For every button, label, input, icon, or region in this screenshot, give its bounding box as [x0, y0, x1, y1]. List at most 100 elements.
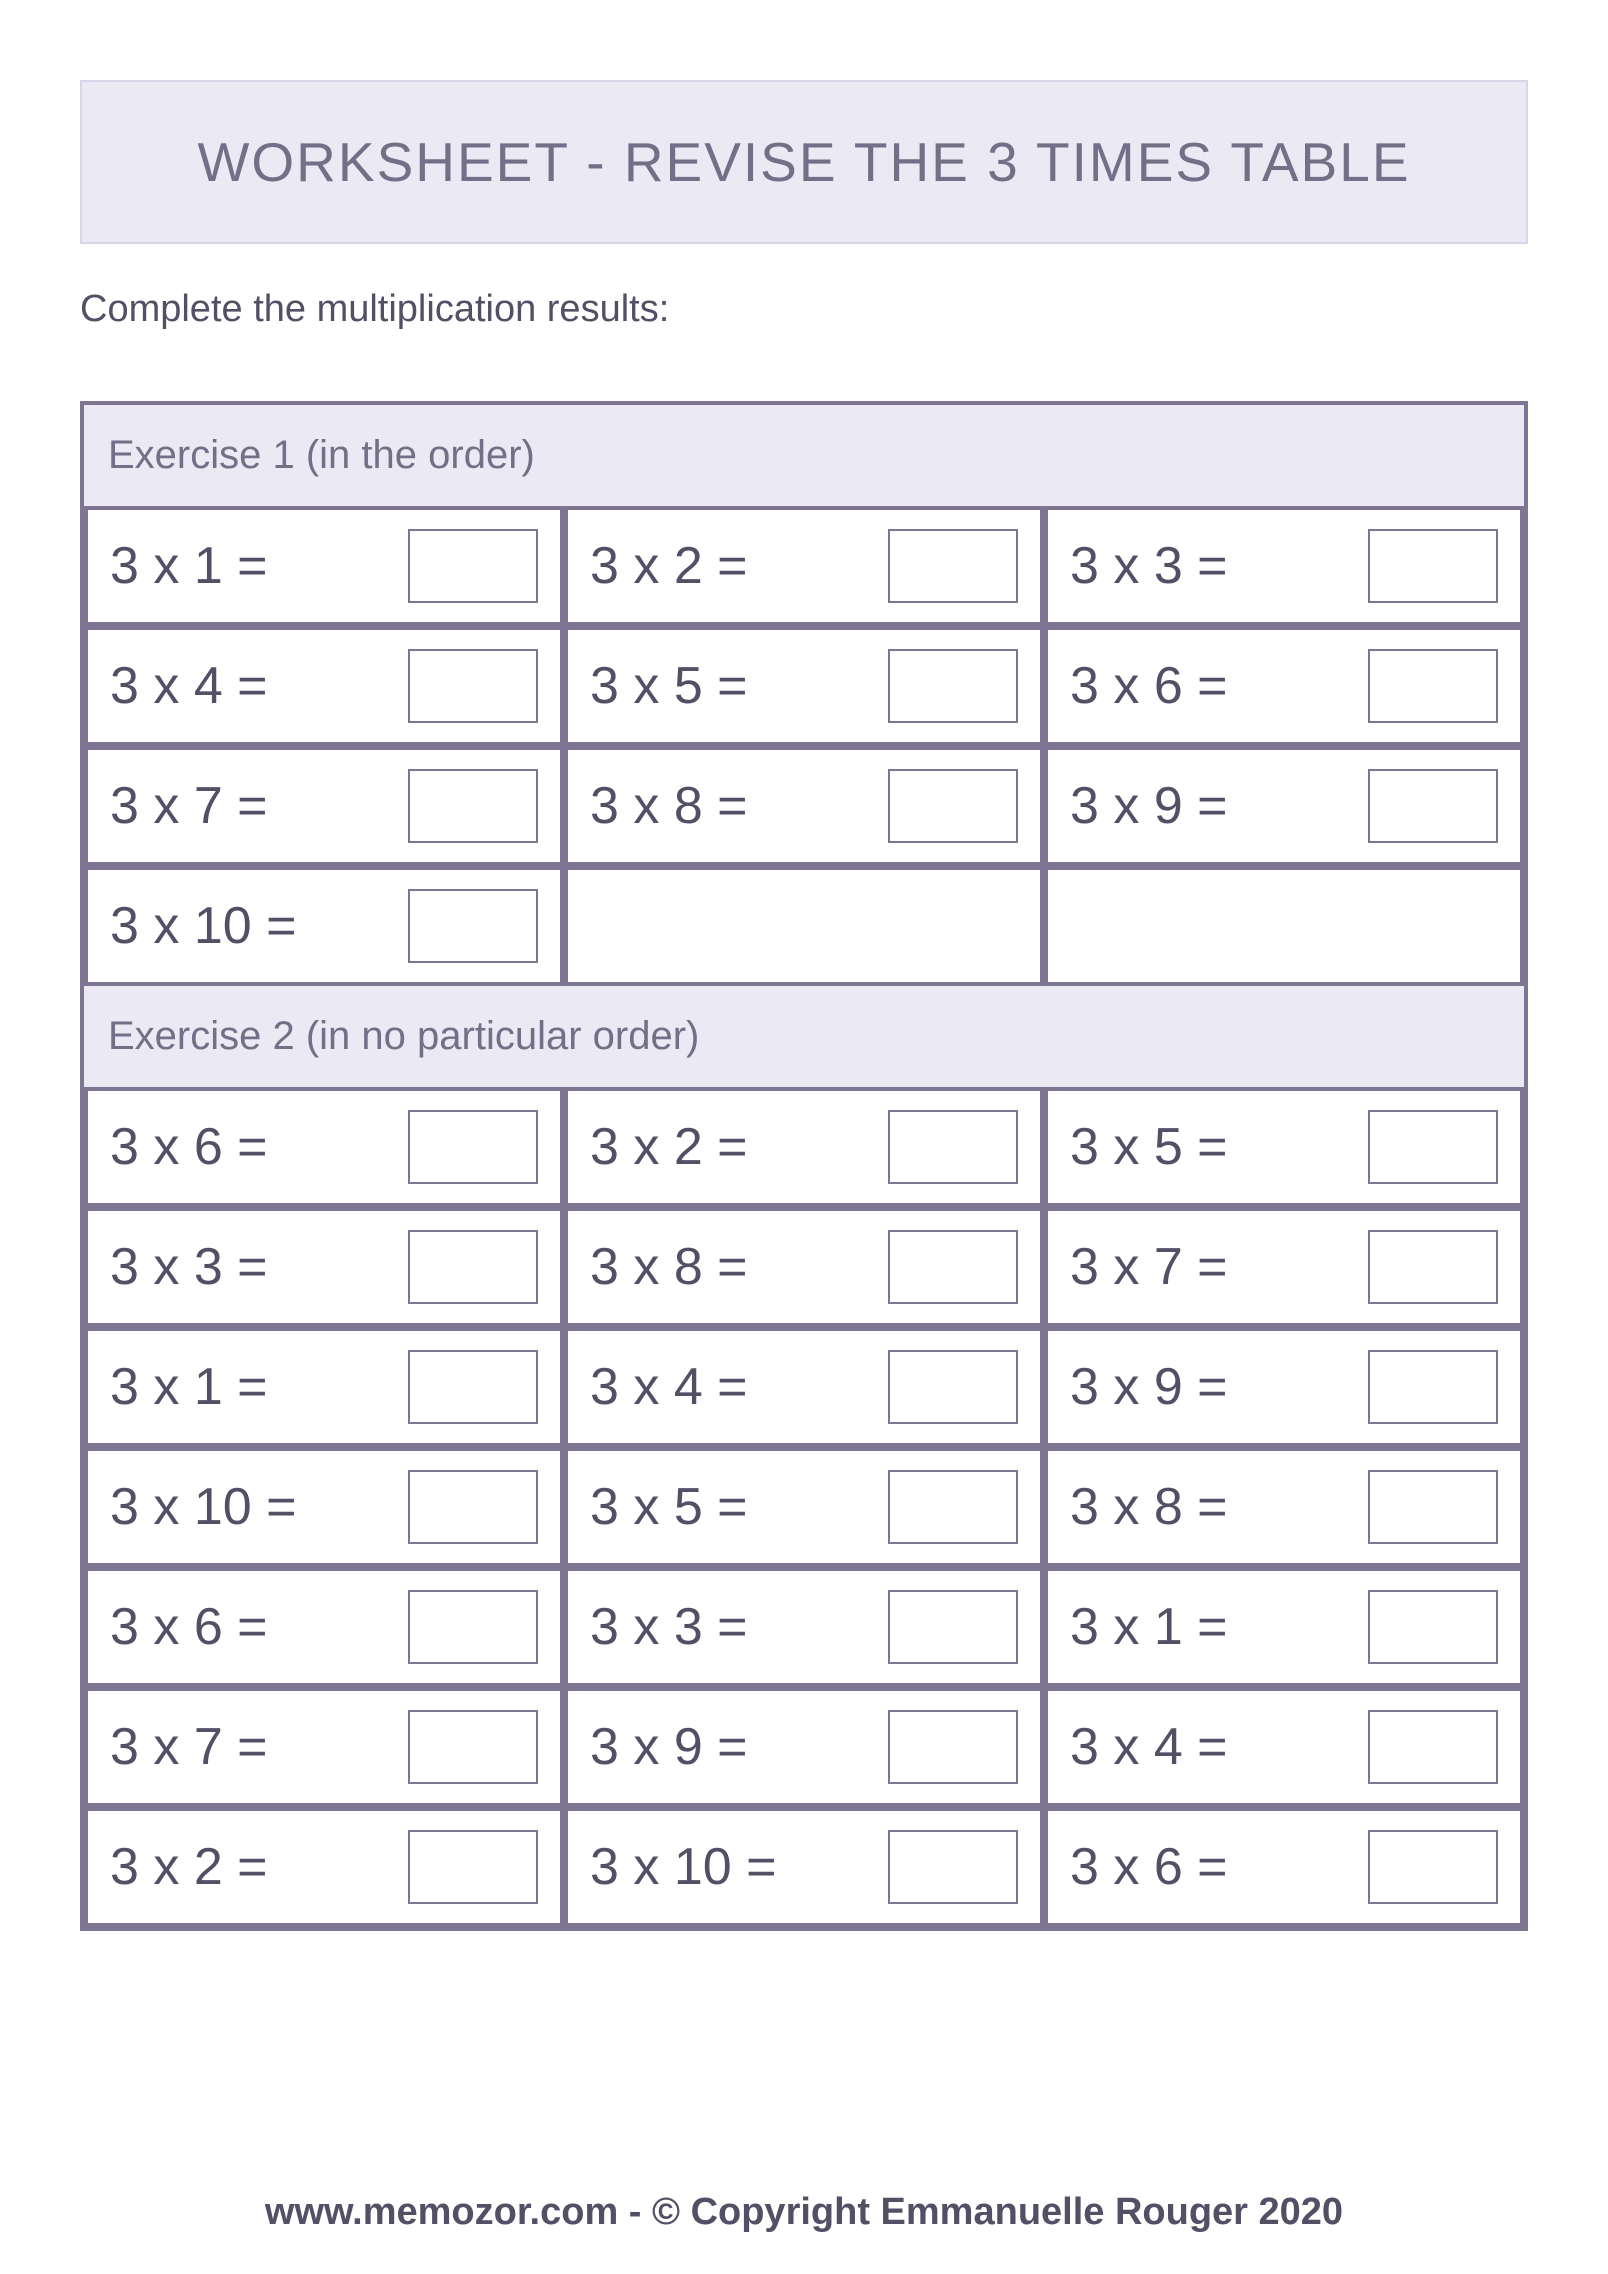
footer-text: www.memozor.com - © Copyright Emmanuelle…	[80, 2131, 1528, 2234]
problem-cell: 3 x 6 =	[84, 1087, 564, 1207]
problem-cell: 3 x 7 =	[84, 746, 564, 866]
problem-cell: 3 x 4 =	[564, 1327, 1044, 1447]
problem-text: 3 x 2 =	[110, 1837, 268, 1897]
answer-input[interactable]	[888, 1710, 1018, 1784]
exercise-grid: 3 x 6 = 3 x 2 = 3 x 5 = 3 x 3 = 3 x 8 = 3 x 7…	[84, 1087, 1524, 1927]
problem-cell: 3 x 1 =	[84, 506, 564, 626]
problem-cell: 3 x 5 =	[564, 1447, 1044, 1567]
problem-cell: 3 x 2 =	[84, 1807, 564, 1927]
problem-cell: 3 x 4 =	[84, 626, 564, 746]
problem-cell: 3 x 10 =	[84, 866, 564, 986]
problem-text: 3 x 8 =	[590, 1237, 748, 1297]
answer-input[interactable]	[408, 1350, 538, 1424]
exercise-header: Exercise 1 (in the order)	[84, 405, 1524, 506]
answer-input[interactable]	[888, 1230, 1018, 1304]
problem-text: 3 x 6 =	[1070, 656, 1228, 716]
exercises-container: Exercise 1 (in the order)3 x 1 =3 x 2 =3…	[80, 401, 1528, 1931]
problem-cell: 3 x 3 =	[564, 1567, 1044, 1687]
problem-text: 3 x 10 =	[110, 896, 296, 956]
problem-cell: 3 x 8 =	[564, 1207, 1044, 1327]
empty-cell	[564, 866, 1044, 986]
answer-input[interactable]	[408, 1830, 538, 1904]
answer-input[interactable]	[888, 1470, 1018, 1544]
answer-input[interactable]	[408, 1590, 538, 1664]
problem-cell: 3 x 2 =	[564, 506, 1044, 626]
answer-input[interactable]	[1368, 1590, 1498, 1664]
exercise-header: Exercise 2 (in no particular order)	[84, 986, 1524, 1087]
problem-text: 3 x 8 =	[590, 776, 748, 836]
problem-text: 3 x 4 =	[1070, 1717, 1228, 1777]
problem-cell: 3 x 1 =	[84, 1327, 564, 1447]
answer-input[interactable]	[408, 1470, 538, 1544]
answer-input[interactable]	[1368, 1350, 1498, 1424]
problem-cell: 3 x 3 =	[84, 1207, 564, 1327]
problem-text: 3 x 8 =	[1070, 1477, 1228, 1537]
answer-input[interactable]	[408, 769, 538, 843]
answer-input[interactable]	[1368, 1230, 1498, 1304]
exercise-grid: 3 x 1 = 3 x 2 = 3 x 3 = 3 x 4 = 3 x 5 = 3 x 6…	[84, 506, 1524, 986]
problem-text: 3 x 5 =	[590, 656, 748, 716]
answer-input[interactable]	[888, 769, 1018, 843]
answer-input[interactable]	[1368, 1470, 1498, 1544]
worksheet-title-box: WORKSHEET - REVISE THE 3 TIMES TABLE	[80, 80, 1528, 244]
problem-cell: 3 x 5 =	[1044, 1087, 1524, 1207]
answer-input[interactable]	[408, 889, 538, 963]
problem-text: 3 x 1 =	[110, 536, 268, 596]
problem-text: 3 x 7 =	[110, 776, 268, 836]
problem-cell: 3 x 7 =	[84, 1687, 564, 1807]
problem-text: 3 x 6 =	[1070, 1837, 1228, 1897]
problem-text: 3 x 9 =	[1070, 1357, 1228, 1417]
problem-cell: 3 x 6 =	[1044, 1807, 1524, 1927]
problem-text: 3 x 10 =	[590, 1837, 776, 1897]
problem-text: 3 x 6 =	[110, 1117, 268, 1177]
answer-input[interactable]	[888, 1350, 1018, 1424]
problem-cell: 3 x 10 =	[564, 1807, 1044, 1927]
problem-cell: 3 x 4 =	[1044, 1687, 1524, 1807]
problem-text: 3 x 6 =	[110, 1597, 268, 1657]
answer-input[interactable]	[1368, 769, 1498, 843]
answer-input[interactable]	[1368, 529, 1498, 603]
answer-input[interactable]	[888, 1830, 1018, 1904]
problem-text: 3 x 4 =	[110, 656, 268, 716]
empty-cell	[1044, 866, 1524, 986]
answer-input[interactable]	[888, 649, 1018, 723]
problem-text: 3 x 7 =	[110, 1717, 268, 1777]
answer-input[interactable]	[1368, 1710, 1498, 1784]
instructions-text: Complete the multiplication results:	[80, 288, 1528, 331]
answer-input[interactable]	[888, 1590, 1018, 1664]
problem-cell: 3 x 7 =	[1044, 1207, 1524, 1327]
worksheet-title: WORKSHEET - REVISE THE 3 TIMES TABLE	[102, 130, 1506, 194]
problem-text: 3 x 1 =	[1070, 1597, 1228, 1657]
answer-input[interactable]	[888, 1110, 1018, 1184]
problem-cell: 3 x 9 =	[1044, 746, 1524, 866]
answer-input[interactable]	[1368, 1110, 1498, 1184]
answer-input[interactable]	[888, 529, 1018, 603]
problem-cell: 3 x 9 =	[564, 1687, 1044, 1807]
answer-input[interactable]	[1368, 1830, 1498, 1904]
answer-input[interactable]	[408, 529, 538, 603]
answer-input[interactable]	[408, 1110, 538, 1184]
problem-cell: 3 x 8 =	[564, 746, 1044, 866]
problem-cell: 3 x 8 =	[1044, 1447, 1524, 1567]
problem-cell: 3 x 10 =	[84, 1447, 564, 1567]
problem-text: 3 x 3 =	[590, 1597, 748, 1657]
problem-cell: 3 x 1 =	[1044, 1567, 1524, 1687]
problem-text: 3 x 2 =	[590, 1117, 748, 1177]
problem-text: 3 x 9 =	[590, 1717, 748, 1777]
problem-text: 3 x 9 =	[1070, 776, 1228, 836]
problem-cell: 3 x 6 =	[1044, 626, 1524, 746]
problem-text: 3 x 10 =	[110, 1477, 296, 1537]
answer-input[interactable]	[1368, 649, 1498, 723]
problem-text: 3 x 5 =	[590, 1477, 748, 1537]
answer-input[interactable]	[408, 649, 538, 723]
problem-text: 3 x 5 =	[1070, 1117, 1228, 1177]
problem-text: 3 x 3 =	[110, 1237, 268, 1297]
problem-text: 3 x 2 =	[590, 536, 748, 596]
answer-input[interactable]	[408, 1230, 538, 1304]
answer-input[interactable]	[408, 1710, 538, 1784]
problem-cell: 3 x 2 =	[564, 1087, 1044, 1207]
problem-text: 3 x 7 =	[1070, 1237, 1228, 1297]
problem-cell: 3 x 9 =	[1044, 1327, 1524, 1447]
problem-text: 3 x 4 =	[590, 1357, 748, 1417]
problem-cell: 3 x 3 =	[1044, 506, 1524, 626]
